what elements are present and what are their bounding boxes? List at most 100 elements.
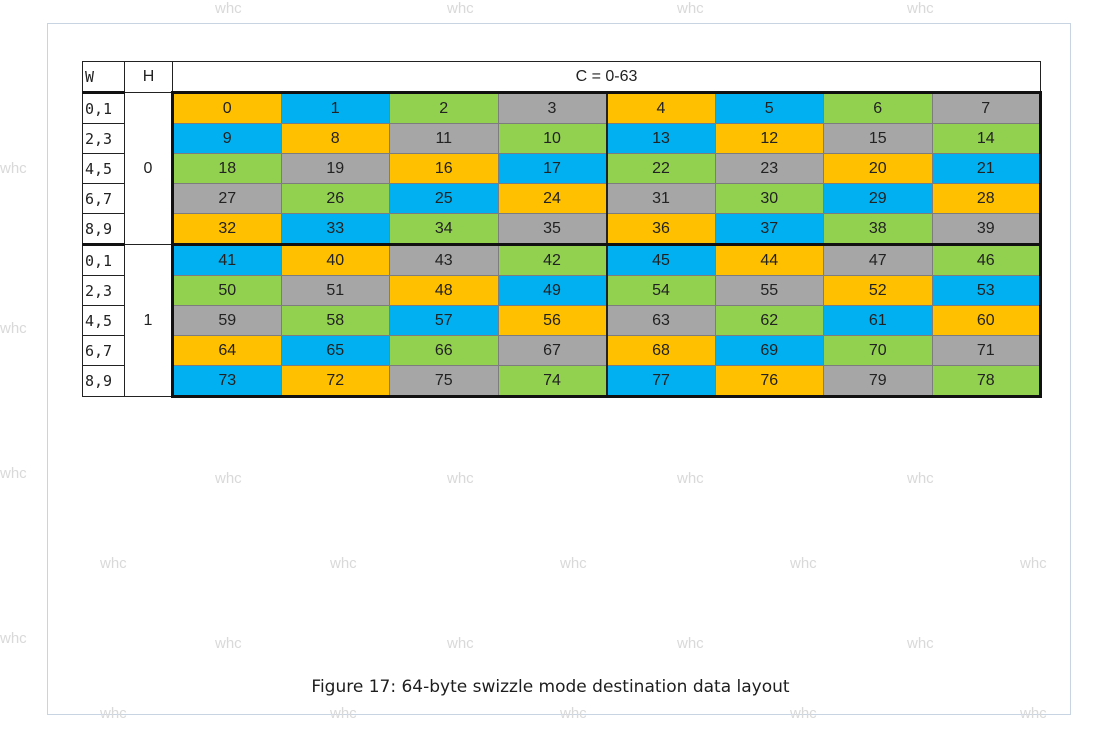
data-cell: 19: [280, 153, 390, 184]
data-cell: 45: [605, 243, 716, 276]
data-cell: 37: [714, 213, 824, 246]
swizzle-table: W H C = 0-63 0,1 0 0 1 2 3 4 5 6 7 2,3 9 8 11 10 13 12 15…: [82, 61, 1042, 398]
data-cell: 17: [497, 153, 607, 184]
data-cell: 61: [823, 305, 933, 336]
data-cell: 5: [714, 91, 824, 124]
table-row: 6,7 27 26 25 24 31 30 29 28: [82, 183, 1042, 214]
header-row: W H C = 0-63: [82, 61, 1041, 93]
w-label: 4,5: [82, 305, 125, 336]
h-label: 1: [124, 244, 174, 397]
data-cell: 30: [714, 183, 824, 214]
data-cell: 1: [280, 91, 390, 124]
watermark-text: whc: [0, 160, 27, 177]
table-row: 8,9 32 33 34 35 36 37 38 39: [82, 213, 1042, 246]
data-cell: 34: [389, 213, 499, 246]
data-cell: 22: [605, 153, 716, 184]
w-label: 0,1: [82, 91, 125, 124]
data-cell: 72: [280, 365, 390, 398]
data-cell: 36: [605, 213, 716, 246]
h-label: 0: [124, 92, 174, 245]
data-cell: 78: [931, 365, 1042, 398]
table-row: 0,1 1 41 40 43 42 45 44 47 46: [82, 243, 1042, 397]
watermark-text: whc: [447, 0, 474, 17]
data-cell: 52: [823, 275, 933, 306]
w-label: 8,9: [82, 213, 125, 245]
table-row: 4,5 18 19 16 17 22 23 20 21: [82, 153, 1042, 184]
w-label: 0,1: [82, 243, 125, 276]
data-cell: 38: [823, 213, 933, 246]
figure-frame: [47, 23, 1071, 715]
w-label: 6,7: [82, 335, 125, 366]
data-cell: 53: [931, 275, 1042, 306]
data-cell: 59: [171, 305, 282, 336]
data-cell: 47: [823, 243, 933, 276]
data-cell: 55: [714, 275, 824, 306]
data-cell: 27: [171, 183, 282, 214]
table-row: 8,9 73 72 75 74 77 76 79 78: [82, 365, 1042, 398]
watermark-text: whc: [0, 320, 27, 337]
data-cell: 60: [931, 305, 1042, 336]
data-cell: 32: [171, 213, 282, 246]
w-label: 6,7: [82, 183, 125, 214]
header-h: H: [124, 61, 173, 93]
data-cell: 28: [931, 183, 1042, 214]
data-cell: 0: [171, 91, 282, 124]
data-cell: 73: [171, 365, 282, 398]
data-cell: 20: [823, 153, 933, 184]
watermark-text: whc: [0, 630, 27, 647]
data-cell: 29: [823, 183, 933, 214]
data-cell: 75: [389, 365, 499, 398]
data-cell: 66: [389, 335, 499, 366]
watermark-text: whc: [907, 0, 934, 17]
data-cell: 69: [714, 335, 824, 366]
table-row: 2,3 9 8 11 10 13 12 15 14: [82, 123, 1042, 154]
data-cell: 24: [497, 183, 607, 214]
data-cell: 21: [931, 153, 1042, 184]
data-cell: 63: [605, 305, 716, 336]
data-cell: 68: [605, 335, 716, 366]
data-cell: 25: [389, 183, 499, 214]
data-cell: 65: [280, 335, 390, 366]
data-cell: 18: [171, 153, 282, 184]
data-cell: 6: [823, 91, 933, 124]
table-row: 0,1 0 0 1 2 3 4 5 6 7: [82, 91, 1042, 245]
watermark-text: whc: [0, 465, 27, 482]
data-cell: 62: [714, 305, 824, 336]
w-label: 4,5: [82, 153, 125, 184]
data-cell: 42: [497, 243, 607, 276]
data-cell: 79: [823, 365, 933, 398]
data-cell: 11: [389, 123, 499, 154]
data-cell: 51: [280, 275, 390, 306]
data-cell: 44: [714, 243, 824, 276]
data-cell: 3: [497, 91, 607, 124]
data-cell: 46: [931, 243, 1042, 276]
data-cell: 7: [931, 91, 1042, 124]
data-cell: 43: [389, 243, 499, 276]
data-cell: 9: [171, 123, 282, 154]
data-cell: 76: [714, 365, 824, 398]
swizzle-table-figure: W H C = 0-63 0,1 0 0 1 2 3 4 5 6 7 2,3 9 8 11 10 13 12 15…: [82, 61, 1042, 421]
data-cell: 71: [931, 335, 1042, 366]
data-cell: 74: [497, 365, 607, 398]
data-cell: 49: [497, 275, 607, 306]
data-cell: 13: [605, 123, 716, 154]
data-cell: 33: [280, 213, 390, 246]
data-cell: 41: [171, 243, 282, 276]
data-cell: 14: [931, 123, 1042, 154]
data-cell: 48: [389, 275, 499, 306]
data-cell: 67: [497, 335, 607, 366]
w-label: 2,3: [82, 275, 125, 306]
data-cell: 70: [823, 335, 933, 366]
data-cell: 77: [605, 365, 716, 398]
figure-caption: Figure 17: 64-byte swizzle mode destinat…: [311, 677, 790, 697]
data-cell: 58: [280, 305, 390, 336]
data-cell: 4: [605, 91, 716, 124]
table-row: 2,3 50 51 48 49 54 55 52 53: [82, 275, 1042, 306]
data-cell: 64: [171, 335, 282, 366]
data-cell: 50: [171, 275, 282, 306]
table-row: 4,5 59 58 57 56 63 62 61 60: [82, 305, 1042, 336]
w-label: 2,3: [82, 123, 125, 154]
data-cell: 12: [714, 123, 824, 154]
data-cell: 15: [823, 123, 933, 154]
data-cell: 2: [389, 91, 499, 124]
